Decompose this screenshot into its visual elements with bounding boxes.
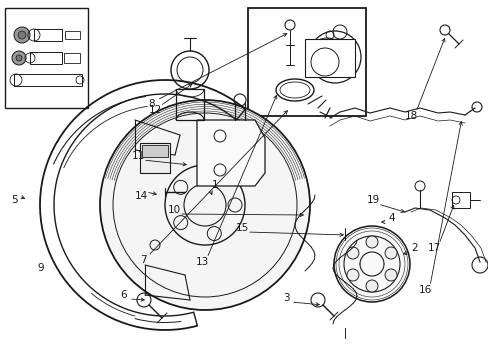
Text: 9: 9	[38, 263, 44, 273]
Text: 18: 18	[404, 111, 417, 121]
Text: 7: 7	[140, 255, 146, 265]
Polygon shape	[197, 120, 264, 186]
Text: 16: 16	[418, 285, 431, 295]
Polygon shape	[142, 145, 168, 157]
Bar	[247, 8, 365, 116]
Polygon shape	[305, 39, 354, 77]
Text: 11: 11	[131, 151, 144, 161]
Bar	[5, 8, 88, 108]
Polygon shape	[140, 143, 170, 173]
Circle shape	[14, 27, 30, 43]
Text: 10: 10	[167, 205, 180, 215]
Circle shape	[333, 226, 409, 302]
Circle shape	[346, 247, 358, 259]
Text: 6: 6	[121, 290, 127, 300]
Text: 15: 15	[235, 223, 248, 233]
Circle shape	[365, 236, 377, 248]
Circle shape	[12, 51, 26, 65]
Circle shape	[384, 247, 396, 259]
Text: 1: 1	[211, 180, 218, 190]
Text: 14: 14	[134, 191, 147, 201]
Circle shape	[16, 55, 22, 61]
Circle shape	[100, 100, 309, 310]
Circle shape	[365, 280, 377, 292]
Text: 3: 3	[282, 293, 289, 303]
Text: 4: 4	[388, 213, 394, 223]
Text: 13: 13	[195, 257, 208, 267]
Circle shape	[18, 31, 26, 39]
Circle shape	[346, 269, 358, 281]
Text: 19: 19	[366, 195, 379, 205]
Circle shape	[384, 269, 396, 281]
Text: 12: 12	[148, 105, 162, 115]
Text: 8: 8	[148, 99, 155, 109]
Text: 17: 17	[427, 243, 440, 253]
Text: 2: 2	[411, 243, 417, 253]
Text: 5: 5	[11, 195, 17, 205]
